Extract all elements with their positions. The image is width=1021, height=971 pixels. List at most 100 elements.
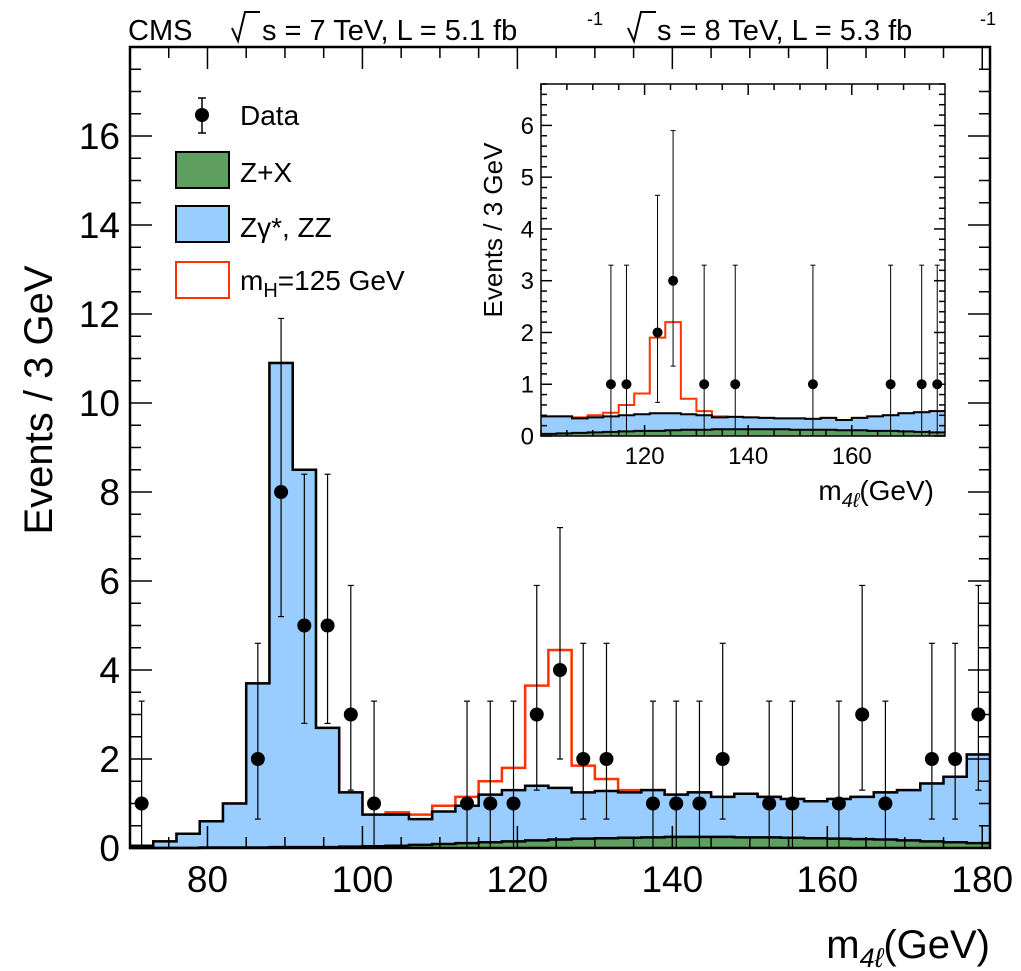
sqrt-icon	[231, 11, 260, 45]
data-point	[621, 379, 632, 390]
x-tick-label: 100	[332, 859, 394, 900]
zz-outline	[130, 361, 990, 848]
y-tick-label: 3	[521, 268, 534, 295]
x-tick-label: 120	[487, 859, 549, 900]
data-point	[645, 796, 660, 811]
zz-bar	[571, 792, 596, 848]
zz-outline	[541, 410, 945, 421]
zz-bar	[199, 821, 224, 848]
zz-bar	[339, 792, 363, 848]
main-data-points	[134, 485, 986, 811]
data-point	[855, 707, 870, 722]
data-point	[460, 796, 475, 811]
zz-bar	[408, 819, 433, 848]
y-tick-label: 2	[99, 739, 120, 780]
y-tick-label: 12	[79, 294, 120, 335]
zz-bar	[556, 416, 573, 436]
main-ticks	[129, 46, 990, 849]
x-tick-label: 160	[832, 443, 872, 470]
data-point	[343, 707, 358, 722]
data-point	[762, 796, 777, 811]
data-point	[924, 752, 939, 766]
main-x-tick-labels: 80 100 120 140 160 180	[187, 859, 1013, 900]
inset-y-tick-labels: 0 1 2 3 4 5 6	[521, 113, 534, 451]
main-error-bars	[138, 317, 982, 848]
legend-data-marker	[195, 97, 209, 134]
inset-x-tick-labels: 120 140 160	[625, 443, 872, 470]
data-point	[699, 379, 710, 390]
y-tick-label: 2	[521, 320, 534, 347]
header-lumi-7: s = 7 TeV, L = 5.1 fb	[262, 15, 517, 47]
zz-bar	[711, 796, 735, 848]
y-tick-label: 10	[79, 383, 120, 424]
x-tick-label: 140	[728, 443, 768, 470]
legend-higgs-label: mH=125 GeV	[240, 265, 405, 302]
zz-bar	[618, 792, 642, 848]
y-tick-label: 14	[79, 205, 120, 246]
zz-bar	[804, 801, 828, 848]
zx-outline	[541, 428, 945, 435]
main-y-axis-title: Events / 3 GeV	[17, 265, 61, 534]
y-tick-label: 16	[79, 116, 120, 157]
main-y-tick-labels: 0 2 4 6 8 10 12 14 16	[79, 116, 120, 869]
legend-zz-label: Zγ*, ZZ	[240, 212, 332, 243]
data-point	[134, 796, 149, 811]
header: CMS s = 7 TeV, L = 5.1 fb -1 s = 8 TeV, …	[128, 9, 996, 47]
x-tick-label: 180	[951, 859, 1013, 900]
zz-bar	[541, 416, 557, 436]
inset-plot: 120 140 160 0 1 2 3 4 5 6 Events / 3 GeV m4ℓ(GeV…	[478, 83, 946, 512]
data-point	[553, 663, 567, 677]
data-point	[599, 752, 614, 766]
zz-bar	[176, 833, 201, 848]
inset-background	[541, 84, 945, 436]
data-point	[807, 379, 818, 390]
zz-bar	[850, 796, 875, 848]
data-point	[668, 275, 679, 286]
legend-zx-label: Z+X	[240, 157, 292, 188]
inset-x-axis-title: m4ℓ(GeV)	[818, 475, 934, 512]
y-tick-label: 1	[521, 372, 534, 399]
zz-bar	[153, 841, 177, 848]
data-point	[971, 707, 986, 722]
x-tick-label: 80	[187, 859, 228, 900]
zz-bar	[548, 787, 573, 848]
zz-bar	[572, 418, 589, 436]
main-x-axis-title: m4ℓ(GeV)	[826, 923, 990, 971]
data-point	[878, 796, 893, 811]
data-point	[730, 379, 741, 390]
legend-zz-swatch	[175, 205, 230, 243]
data-point	[692, 796, 707, 811]
zz-bar	[315, 727, 340, 848]
y-tick-label: 4	[99, 650, 120, 691]
zz-bar	[385, 814, 410, 848]
sqrt-icon	[627, 11, 656, 45]
inset-error-bars	[608, 130, 940, 436]
header-lumi-8-sup: -1	[980, 9, 996, 29]
data-point	[785, 796, 800, 811]
data-point	[320, 618, 335, 633]
legend: Data Z+X Zγ*, ZZ mH=125 GeV	[175, 97, 405, 302]
data-point	[274, 485, 289, 499]
legend-zx-swatch	[175, 151, 230, 189]
zz-bar	[587, 417, 604, 436]
data-point	[948, 752, 963, 766]
data-point	[529, 707, 544, 722]
header-lumi-7-sup: -1	[587, 9, 603, 29]
data-point	[250, 752, 265, 766]
data-point	[576, 752, 591, 766]
inset-histograms	[541, 321, 946, 436]
data-point	[605, 379, 616, 390]
data-point	[297, 618, 312, 633]
data-point	[506, 796, 521, 811]
x-tick-label: 160	[796, 859, 858, 900]
zz-bar	[734, 793, 758, 848]
header-experiment: CMS	[128, 15, 192, 47]
x-tick-label: 140	[641, 859, 703, 900]
y-tick-label: 6	[99, 561, 120, 602]
data-point	[483, 796, 498, 811]
zx-fill	[130, 836, 990, 848]
legend-higgs-swatch	[175, 261, 230, 299]
data-point	[916, 379, 927, 390]
legend-data-label: Data	[240, 100, 300, 131]
